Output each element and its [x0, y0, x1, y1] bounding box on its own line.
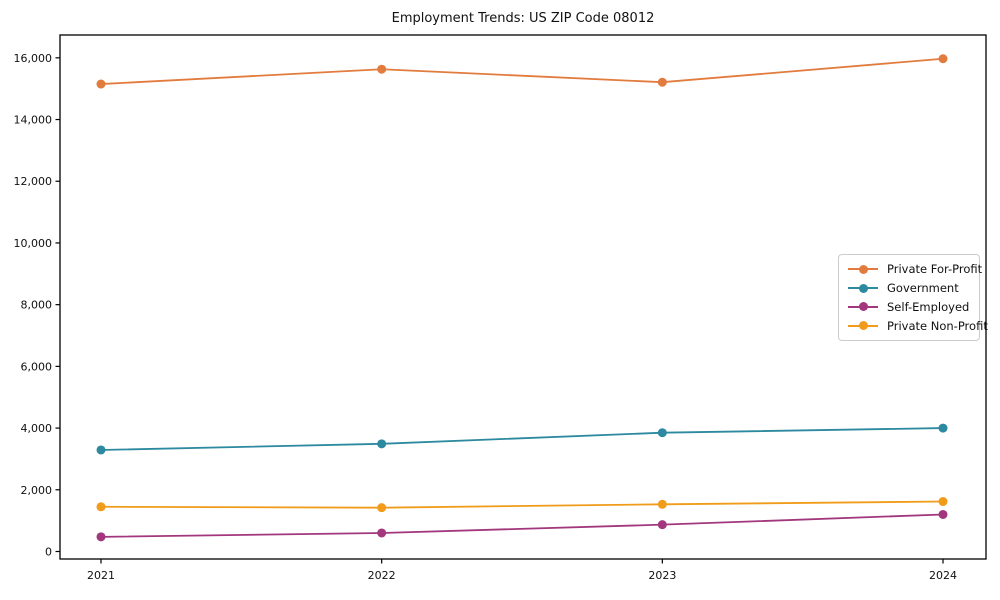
legend-item-private-non-profit: Private Non-Profit — [848, 316, 988, 335]
data-point-government — [657, 428, 667, 438]
x-axis-tick-label: 2023 — [648, 569, 676, 582]
y-axis-tick-label: 0 — [45, 546, 52, 559]
legend-label: Self-Employed — [887, 299, 970, 314]
legend-label: Government — [887, 281, 959, 296]
data-point-private-non-profit — [657, 499, 667, 509]
data-point-private-non-profit — [938, 497, 948, 507]
data-point-self-employed — [938, 509, 948, 519]
y-axis-tick-label: 10,000 — [14, 237, 53, 250]
x-axis-tick-label: 2022 — [368, 569, 396, 582]
y-axis-tick-label: 8,000 — [21, 299, 53, 312]
legend-item-government: Government — [848, 279, 971, 298]
data-point-self-employed — [96, 532, 106, 542]
data-point-private-for-profit — [657, 77, 667, 87]
plot-border — [59, 34, 987, 560]
legend-marker-icon — [848, 264, 878, 274]
y-axis-tick-label: 12,000 — [14, 175, 53, 188]
series-line-private-non-profit — [100, 500, 944, 509]
series-line-private-for-profit — [100, 57, 944, 85]
data-point-private-non-profit — [96, 502, 106, 512]
y-axis-tick-label: 4,000 — [21, 422, 53, 435]
legend-marker-icon — [848, 302, 878, 312]
x-axis-tick-label: 2021 — [87, 569, 115, 582]
y-axis-tick-label: 16,000 — [14, 52, 53, 65]
x-axis-tick-label: 2024 — [929, 569, 957, 582]
series-line-government — [100, 427, 944, 451]
legend-item-self-employed: Self-Employed — [848, 298, 971, 317]
legend: Private For-Profit Government Self-Employe… — [838, 254, 988, 341]
data-point-private-for-profit — [377, 64, 387, 74]
y-axis-tick-label: 14,000 — [14, 114, 53, 127]
legend-marker-icon — [848, 321, 878, 331]
legend-marker-icon — [848, 283, 878, 293]
data-point-private-for-profit — [938, 54, 948, 64]
y-axis-tick-label: 6,000 — [21, 360, 53, 373]
legend-label: Private For-Profit — [887, 262, 983, 277]
data-point-self-employed — [377, 528, 387, 538]
legend-label: Private Non-Profit — [887, 318, 988, 333]
data-point-self-employed — [657, 520, 667, 530]
chart-title: Employment Trends: US ZIP Code 08012 — [391, 11, 655, 26]
data-point-private-for-profit — [96, 79, 106, 89]
series-line-self-employed — [100, 513, 944, 538]
legend-item-private-for-profit: Private For-Profit — [848, 260, 982, 279]
data-point-private-non-profit — [377, 503, 387, 513]
y-axis-tick-label: 2,000 — [21, 484, 53, 497]
data-point-government — [96, 445, 106, 455]
data-point-government — [938, 423, 948, 433]
data-point-government — [377, 439, 387, 449]
